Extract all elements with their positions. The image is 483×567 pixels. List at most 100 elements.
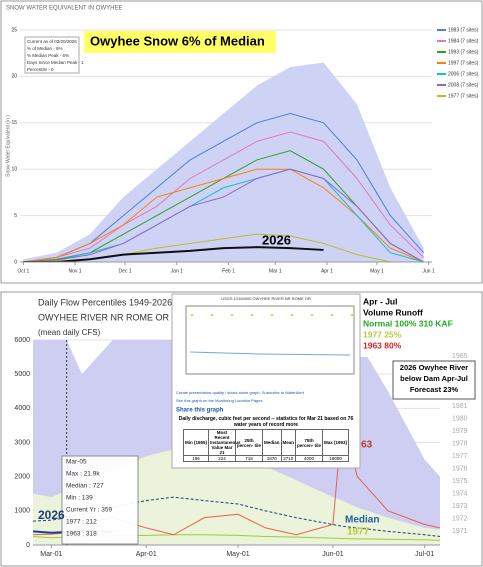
tooltip-line: 1977 : 212 — [66, 519, 97, 526]
runoff-line: Apr - Jul — [363, 296, 397, 306]
inset-link: Share this graph — [176, 408, 224, 414]
runoff-line: 1977 25% — [363, 329, 402, 339]
tooltip-line: Median : 727 — [66, 483, 104, 490]
x-tick-label: Jan 1 — [171, 268, 183, 274]
table-cell: 18000 — [322, 455, 350, 462]
y-tick-label: 20 — [11, 74, 17, 80]
inset-table: Daily discharge, cubic feet per second -… — [176, 416, 356, 462]
table-header: 75th percen- tile — [295, 429, 324, 456]
y-tick-label: 1000 — [14, 508, 30, 515]
x-tick-label: Jun 1 — [423, 268, 435, 274]
inset-dot — [351, 314, 353, 316]
legend-label: 1977 (7 sites) — [448, 93, 479, 99]
legend-label: 1977 — [452, 453, 468, 460]
legend-label: 1971 — [452, 528, 468, 535]
info-line: Percentile - 0 — [27, 67, 54, 72]
headline: Owyhee Snow 6% of Median — [90, 33, 265, 48]
tooltip-line: Min : 139 — [66, 495, 93, 502]
x-tick-label: Nov 1 — [69, 268, 82, 274]
tooltip-line: Max : 21.9k — [66, 471, 100, 478]
x-tick-label: Mar-01 — [40, 551, 62, 558]
y-tick-label: 6000 — [14, 337, 30, 344]
x-tick-label: Mar 1 — [269, 268, 282, 274]
forecast-box — [392, 360, 476, 400]
y-tick-label: 10 — [11, 167, 17, 173]
headline-box — [84, 31, 276, 53]
inset-table-wrap: Daily discharge, cubic feet per second -… — [176, 416, 356, 462]
tooltip-line: Mar-05 — [66, 459, 87, 466]
series-label: 1977 — [347, 527, 370, 538]
legend-label: 1973 — [452, 503, 468, 510]
inset-dot — [251, 314, 253, 316]
y-axis-label: (mean daily CFS) — [38, 328, 101, 337]
inset-dot — [311, 314, 313, 316]
table-cell: 1870 — [261, 455, 282, 462]
table-cell: 2710 — [280, 455, 296, 462]
legend-label: 1976 — [452, 465, 468, 472]
table-header: Max (1993) — [322, 429, 350, 456]
tooltip — [61, 455, 139, 545]
inset-dot — [191, 314, 193, 316]
forecast-line: 2026 Owyhee River — [400, 363, 468, 372]
x-tick-label: May 1 — [370, 268, 384, 274]
legend-label: 1978 — [452, 440, 468, 447]
legend-label: 1997 (7 sites) — [448, 60, 479, 66]
series-label: Median — [345, 515, 379, 526]
legend-label: 1979 — [452, 428, 468, 435]
area — [23, 62, 424, 262]
legend-label: 2008 (7 sites) — [448, 82, 479, 88]
legend-label: 2006 (7 sites) — [448, 71, 479, 77]
forecast-line: below Dam Apr-Jul — [400, 374, 468, 383]
legend-label: 1993 (7 sites) — [448, 49, 479, 55]
series-annotation: 2026 — [262, 232, 291, 247]
table-header: Median — [261, 429, 282, 456]
x-tick-label: May-01 — [226, 551, 249, 558]
chart-subtitle: OWYHEE RIVER NR ROME OR (13 — [38, 312, 185, 322]
runoff-box — [360, 295, 442, 357]
tooltip-line: Current Yr : 359 — [66, 507, 113, 514]
legend-label: 1972 — [452, 515, 468, 522]
table-header: Min (1955) — [182, 429, 209, 456]
inset-dot — [271, 314, 273, 316]
y-tick-label: 2000 — [14, 474, 30, 481]
legend-label: 1983 (7 sites) — [448, 27, 479, 33]
series-line — [33, 496, 440, 537]
y-tick-label: 4000 — [14, 405, 30, 412]
table-cell: 224 — [207, 455, 236, 462]
table-cell: 4000 — [295, 455, 324, 462]
x-tick-label: Jul-01 — [415, 551, 434, 558]
series-line — [23, 246, 324, 262]
inset-dot — [291, 314, 293, 316]
series-label: 2026 — [38, 508, 65, 522]
runoff-line: Volume Runoff — [363, 307, 423, 317]
series-line — [23, 131, 425, 262]
chart-title: Daily Flow Percentiles 1949-2026 — [38, 297, 172, 307]
x-tick-label: Apr 1 — [321, 268, 333, 274]
runoff-line: Normal 100% 310 KAF — [363, 318, 453, 328]
table-cell: 196 — [182, 455, 209, 462]
inset-dot — [331, 314, 333, 316]
info-line: Current as of 03/20/2026 — [27, 39, 77, 44]
legend-label: 1975 — [452, 478, 468, 485]
y-tick-label: 0 — [14, 259, 17, 265]
x-tick-label: Jun-01 — [322, 551, 344, 558]
y-axis-label: Snow Water Equivalent (in.) — [5, 115, 11, 177]
table-cell: 718 — [234, 455, 263, 462]
inset-title: USGS 13183000 OWYHEE RIVER NR ROME OR — [221, 296, 311, 301]
runoff-line: 1963 80% — [363, 340, 402, 350]
inset-line — [189, 351, 351, 356]
legend-label: 1985 — [452, 353, 468, 360]
legend-label: 1974 — [452, 490, 468, 497]
info-line: Days Since Median Peak - 1 — [27, 60, 84, 65]
table-header: Mean — [280, 429, 296, 456]
chart-title: SNOW WATER EQUIVALENT IN OWYHEE — [6, 6, 122, 12]
forecast-line: Forecast 23% — [410, 385, 459, 394]
x-tick-label: Apr-01 — [136, 551, 157, 558]
inset-link: See this graph on the Monitoring Locatio… — [176, 398, 263, 403]
tooltip-line: 1963 : 318 — [66, 531, 97, 538]
inset-plot — [185, 305, 355, 375]
inset-dot — [231, 314, 233, 316]
table-header: 25th percen- tile — [234, 429, 263, 456]
x-tick-label: Dec 1 — [119, 268, 132, 274]
